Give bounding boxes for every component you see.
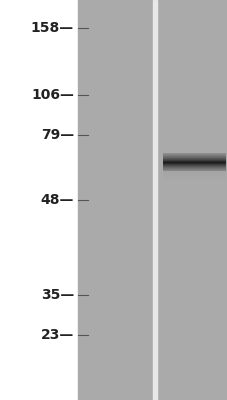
Text: 48—: 48— <box>40 193 74 207</box>
Text: 106—: 106— <box>31 88 74 102</box>
Bar <box>78 0 227 400</box>
Text: 23—: 23— <box>41 328 74 342</box>
Bar <box>152 0 156 400</box>
Text: 35—: 35— <box>41 288 74 302</box>
Text: 79—: 79— <box>41 128 74 142</box>
Text: 158—: 158— <box>31 21 74 35</box>
